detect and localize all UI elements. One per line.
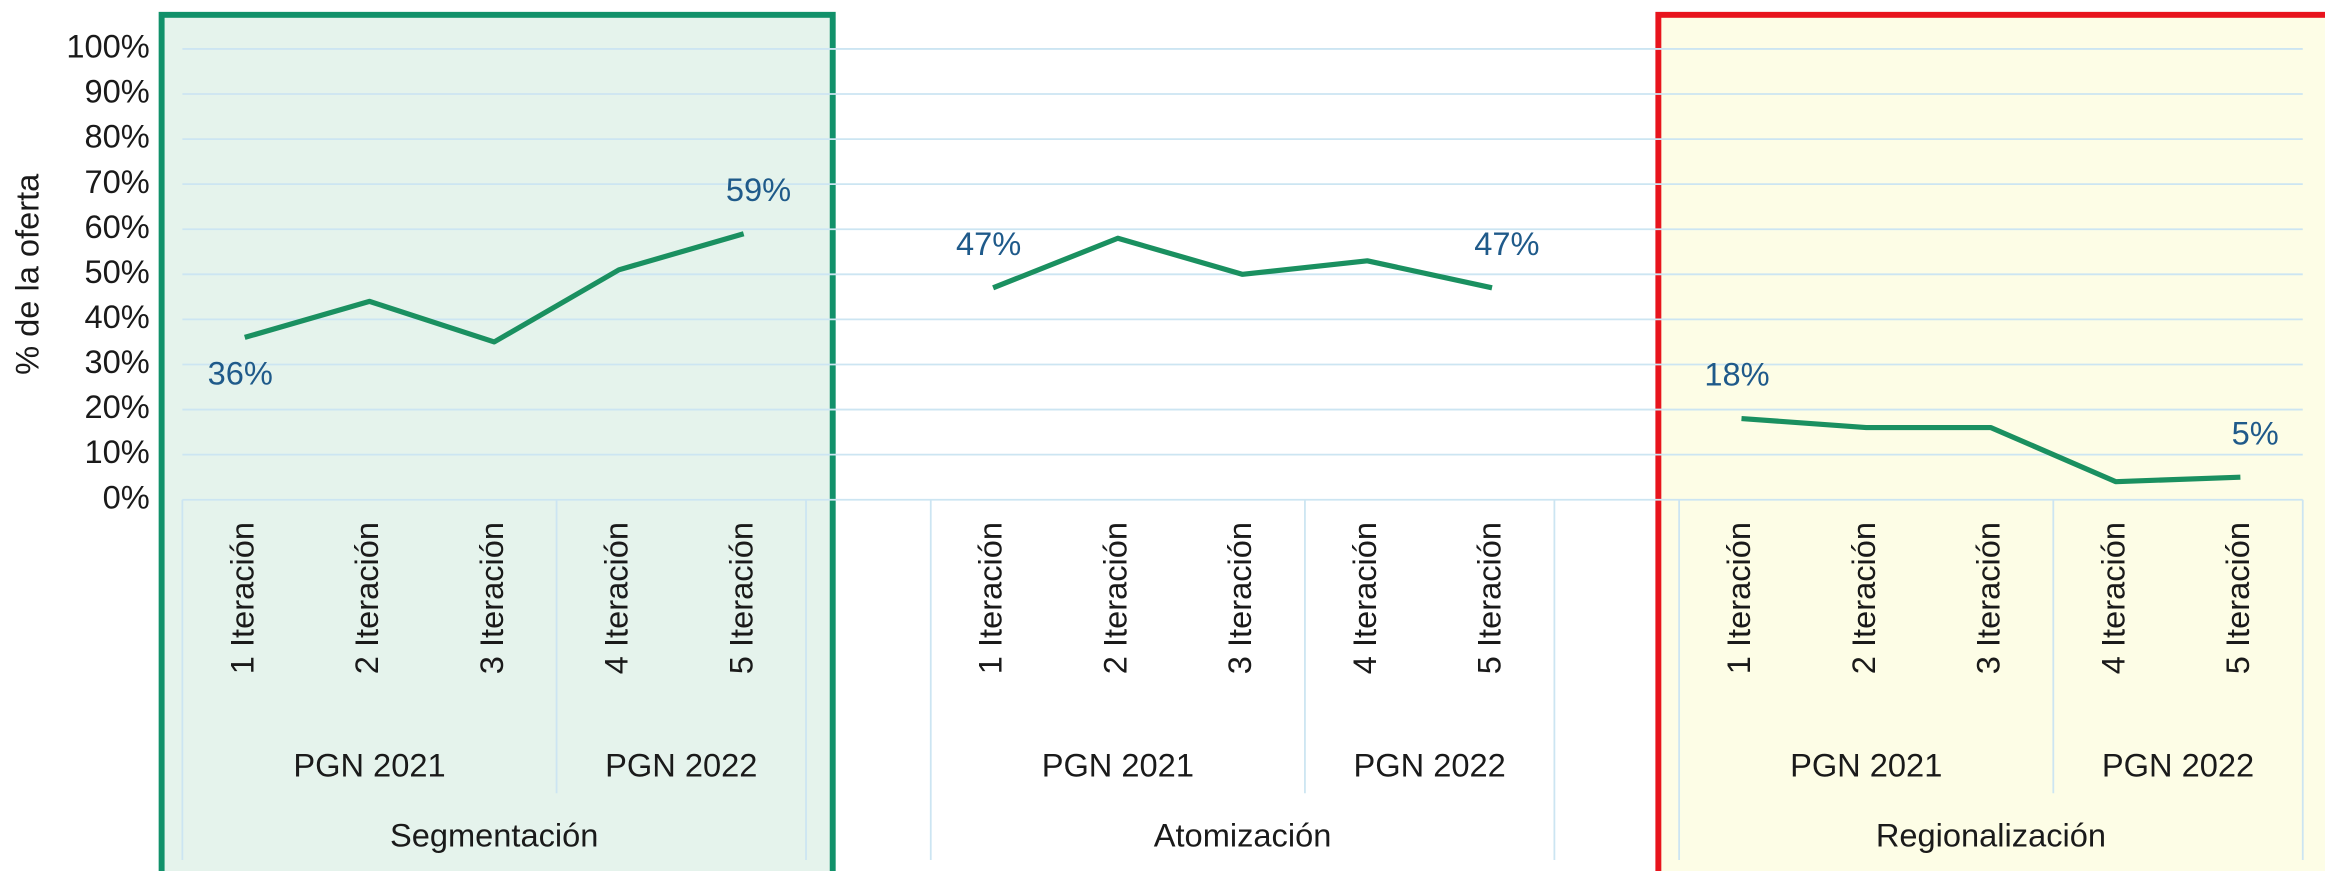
y-tick-label: 20% <box>84 388 149 425</box>
value-label: 36% <box>208 355 273 392</box>
y-tick-label: 90% <box>84 73 149 110</box>
x-tick-label: 4 Iteración <box>1346 522 1383 674</box>
y-tick-label: 60% <box>84 208 149 245</box>
y-tick-label: 80% <box>84 118 149 155</box>
highlight-box <box>158 11 836 871</box>
x-tick-label: 1 Iteración <box>1720 522 1757 674</box>
x-tick-label: 2 Iteración <box>1845 522 1882 674</box>
y-tick-label: 50% <box>84 253 149 290</box>
period-label: PGN 2022 <box>2102 747 2254 784</box>
line <box>244 231 745 345</box>
y-tick-label: 40% <box>84 298 149 335</box>
x-tick-label: 1 Iteración <box>972 522 1009 674</box>
y-axis-label: % de la oferta <box>8 173 45 375</box>
highlight-box <box>1655 11 2325 871</box>
value-label: 47% <box>1474 225 1539 262</box>
group-label: Segmentación <box>390 816 598 853</box>
y-tick-label: 30% <box>84 343 149 380</box>
period-label: PGN 2021 <box>293 747 445 784</box>
x-tick-label: 5 Iteración <box>1471 522 1508 674</box>
value-label: 18% <box>1704 356 1769 393</box>
value-label: 59% <box>726 171 791 208</box>
x-tick-label: 4 Iteración <box>2094 522 2131 674</box>
line <box>992 235 1493 291</box>
period-label: PGN 2022 <box>605 747 757 784</box>
x-tick-label: 5 Iteración <box>722 522 759 674</box>
group-label: Atomización <box>1154 816 1332 853</box>
value-label: 47% <box>956 225 1021 262</box>
period-label: PGN 2022 <box>1354 747 1506 784</box>
x-tick-label: 3 Iteración <box>1970 522 2007 674</box>
y-tick-label: 100% <box>66 28 149 65</box>
period-label: PGN 2021 <box>1042 747 1194 784</box>
x-tick-label: 2 Iteración <box>1096 522 1133 674</box>
x-tick-label: 3 Iteración <box>473 522 510 674</box>
y-tick-label: 0% <box>103 478 150 515</box>
x-tick-label: 5 Iteración <box>2219 522 2256 674</box>
line <box>1741 415 2241 485</box>
period-label: PGN 2021 <box>1790 747 1942 784</box>
x-tick-label: 1 Iteración <box>223 522 260 674</box>
x-tick-label: 3 Iteración <box>1221 522 1258 674</box>
x-tick-label: 2 Iteración <box>348 522 385 674</box>
y-tick-label: 70% <box>84 163 149 200</box>
y-tick-label: 10% <box>84 433 149 470</box>
group-label: Regionalización <box>1876 816 2106 853</box>
value-label: 5% <box>2232 414 2279 451</box>
x-tick-label: 4 Iteración <box>598 522 635 674</box>
